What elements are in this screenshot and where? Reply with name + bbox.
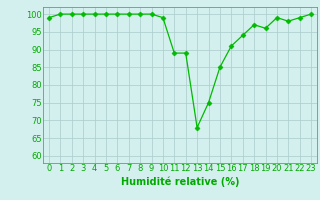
X-axis label: Humidité relative (%): Humidité relative (%) <box>121 176 239 187</box>
